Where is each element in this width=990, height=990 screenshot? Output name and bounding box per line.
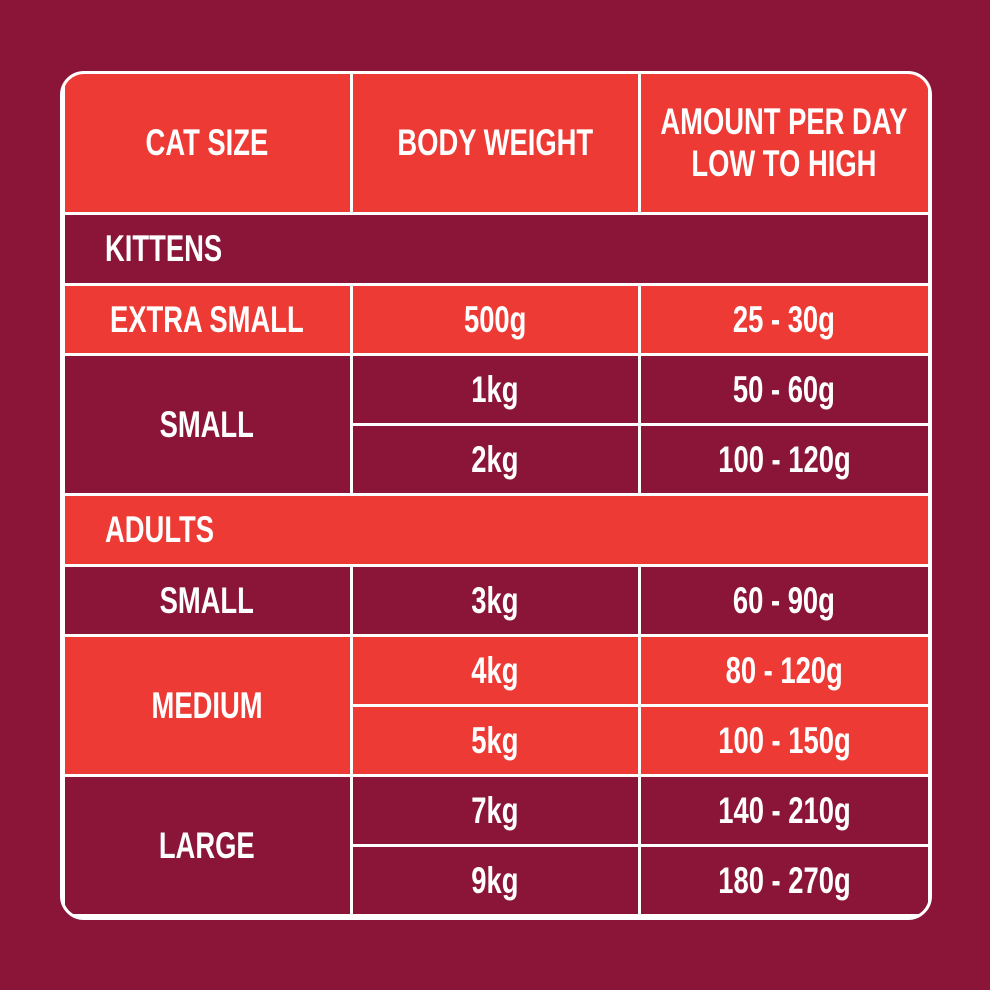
feeding-table: CAT SIZE BODY WEIGHT AMOUNT PER DAY LOW TO … xyxy=(60,71,932,920)
header-cell: CAT SIZE xyxy=(64,74,350,212)
body-weight: 7kg xyxy=(352,777,638,844)
amount: 50 - 60g xyxy=(640,356,928,423)
cat-size: SMALL xyxy=(64,356,350,493)
body-weight: 4kg xyxy=(352,637,638,704)
body-weight: 3kg xyxy=(352,567,638,634)
text-line: AMOUNT PER DAY xyxy=(660,101,908,142)
cell-text: 2kg xyxy=(471,438,519,480)
cell-text: LARGE xyxy=(159,824,255,866)
cell-text: 140 - 210g xyxy=(717,789,851,831)
body-weight: 500g xyxy=(352,286,638,353)
cell-text: 100 - 150g xyxy=(717,719,851,761)
cell-text: 25 - 30g xyxy=(733,298,835,340)
section-title: KITTENS xyxy=(64,215,928,283)
cat-size: SMALL xyxy=(64,567,350,634)
cell-text: MEDIUM xyxy=(151,684,263,726)
body-weight: 5kg xyxy=(352,707,638,774)
cell-text: 7kg xyxy=(471,789,519,831)
cell-text: SMALL xyxy=(159,579,255,621)
amount: 100 - 150g xyxy=(640,707,928,774)
amount: 180 - 270g xyxy=(640,847,928,914)
cell-text: 3kg xyxy=(471,579,519,621)
cat-size: EXTRA SMALL xyxy=(64,286,350,353)
cell-text: 100 - 120g xyxy=(717,438,851,480)
amount: 100 - 120g xyxy=(640,426,928,493)
cell-text: 500g xyxy=(463,298,527,340)
amount: 25 - 30g xyxy=(640,286,928,353)
amount: 60 - 90g xyxy=(640,567,928,634)
body-weight: 1kg xyxy=(352,356,638,423)
cat-size: MEDIUM xyxy=(64,637,350,774)
cell-text: 9kg xyxy=(471,859,519,901)
cell-text: 4kg xyxy=(471,649,519,691)
cell-text: EXTRA SMALL xyxy=(110,298,304,340)
body-weight: 2kg xyxy=(352,426,638,493)
cell-text: 1kg xyxy=(471,368,519,410)
body-weight: 9kg xyxy=(352,847,638,914)
cell-text: 50 - 60g xyxy=(733,368,835,410)
cell-text: 5kg xyxy=(471,719,519,761)
cell-text: ADULTS xyxy=(104,509,214,550)
amount: 140 - 210g xyxy=(640,777,928,844)
cell-text: CAT SIZE xyxy=(145,122,269,163)
cell-text: 80 - 120g xyxy=(725,649,843,691)
header-cell: BODY WEIGHT xyxy=(352,74,638,212)
amount: 80 - 120g xyxy=(640,637,928,704)
cat-size: LARGE xyxy=(64,777,350,914)
cell-text: KITTENS xyxy=(104,228,222,269)
cell-text: SMALL xyxy=(159,403,255,445)
section-title: ADULTS xyxy=(64,496,928,564)
cell-text: 180 - 270g xyxy=(717,859,851,901)
header-cell: AMOUNT PER DAY LOW TO HIGH xyxy=(640,74,928,212)
text-line: LOW TO HIGH xyxy=(691,143,877,184)
cell-text: 60 - 90g xyxy=(733,579,835,621)
cell-text: BODY WEIGHT xyxy=(397,122,593,163)
